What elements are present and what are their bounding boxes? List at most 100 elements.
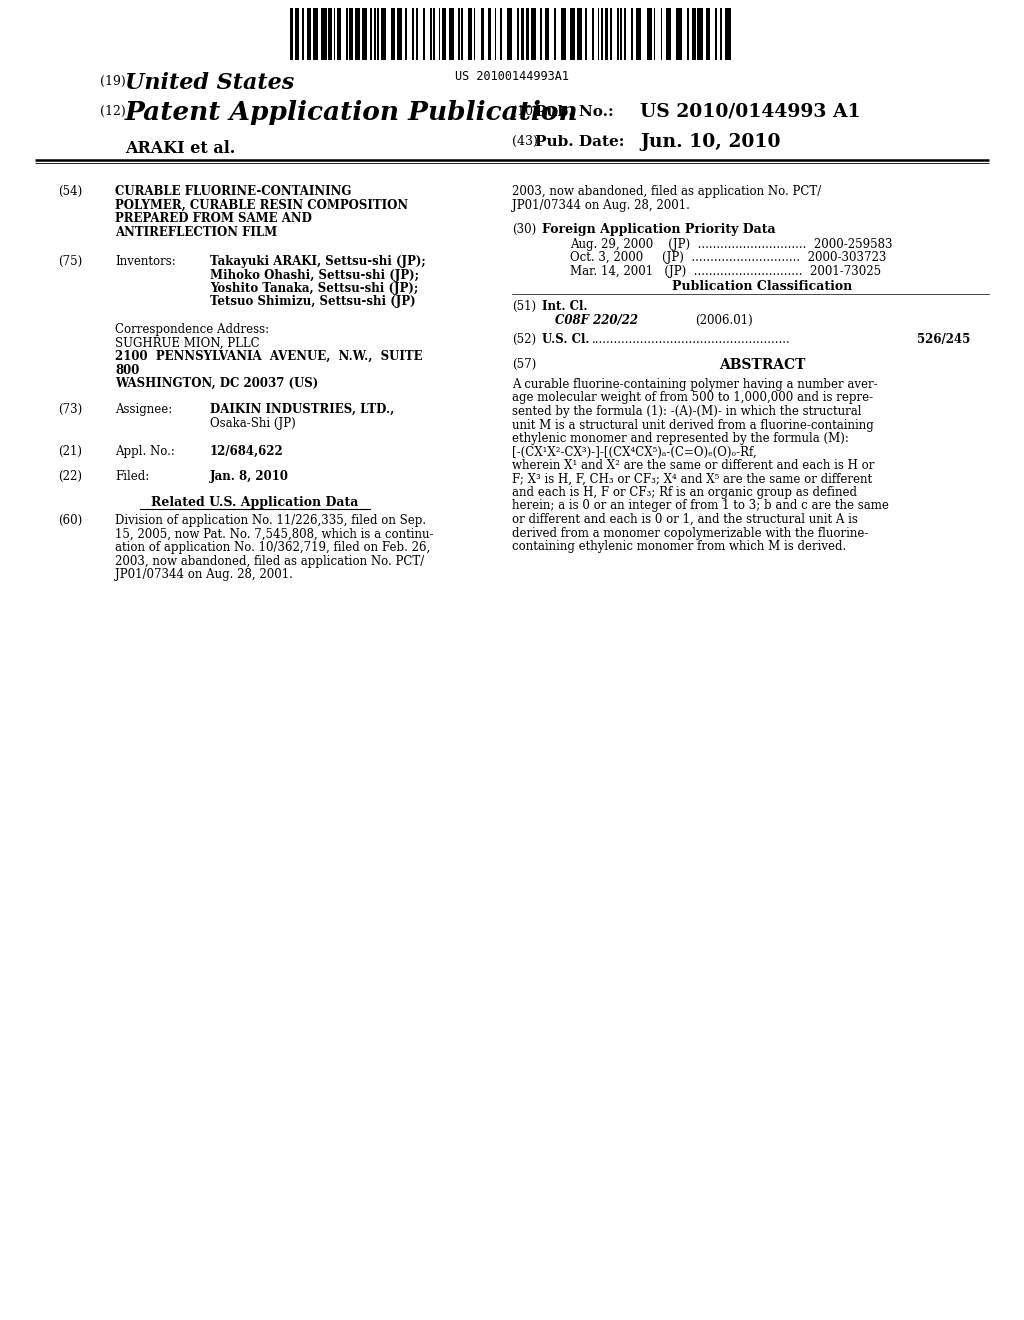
Bar [521, 8, 524, 59]
Text: F; X³ is H, F, CH₃ or CF₃; X⁴ and X⁵ are the same or different: F; X³ is H, F, CH₃ or CF₃; X⁴ and X⁵ are… [512, 473, 872, 486]
Text: (43): (43) [512, 135, 538, 148]
Bar [706, 8, 710, 59]
Text: (54): (54) [58, 185, 82, 198]
Bar [378, 8, 379, 59]
Bar [406, 8, 408, 59]
Bar [531, 8, 537, 59]
Bar [624, 8, 626, 59]
Bar [396, 8, 401, 59]
Text: derived from a monomer copolymerizable with the fluorine-: derived from a monomer copolymerizable w… [512, 527, 868, 540]
Text: 800: 800 [115, 363, 139, 376]
Bar [697, 8, 702, 59]
Text: Osaka-Shi (JP): Osaka-Shi (JP) [210, 417, 296, 429]
Bar [616, 8, 618, 59]
Bar [487, 8, 492, 59]
Bar [413, 8, 414, 59]
Text: Foreign Application Priority Data: Foreign Application Priority Data [542, 223, 775, 236]
Bar [480, 8, 484, 59]
Text: US 20100144993A1: US 20100144993A1 [455, 70, 569, 83]
Text: CURABLE FLUORINE-CONTAINING: CURABLE FLUORINE-CONTAINING [115, 185, 351, 198]
Text: (73): (73) [58, 403, 82, 416]
Text: ation of application No. 10/362,719, filed on Feb. 26,: ation of application No. 10/362,719, fil… [115, 541, 430, 554]
Text: Mihoko Ohashi, Settsu-shi (JP);: Mihoko Ohashi, Settsu-shi (JP); [210, 268, 419, 281]
Bar [715, 8, 717, 59]
Bar [676, 8, 682, 59]
Bar [500, 8, 502, 59]
Text: ARAKI et al.: ARAKI et al. [125, 140, 236, 157]
Bar [381, 8, 386, 59]
Text: 2003, now abandoned, filed as application No. PCT/: 2003, now abandoned, filed as applicatio… [115, 554, 424, 568]
Bar [473, 8, 475, 59]
Text: herein; a is 0 or an integer of from 1 to 3; b and c are the same: herein; a is 0 or an integer of from 1 t… [512, 499, 889, 512]
Text: Aug. 29, 2000    (JP)  .............................  2000-259583: Aug. 29, 2000 (JP) .....................… [570, 238, 893, 251]
Bar [461, 8, 463, 59]
Bar [631, 8, 633, 59]
Text: .....................................................: ........................................… [592, 333, 791, 346]
Text: (2006.01): (2006.01) [695, 314, 753, 327]
Text: JP01/07344 on Aug. 28, 2001.: JP01/07344 on Aug. 28, 2001. [115, 568, 293, 581]
Bar [660, 8, 663, 59]
Text: C08F 220/22: C08F 220/22 [555, 314, 638, 327]
Bar [725, 8, 730, 59]
Bar [374, 8, 376, 59]
Text: Int. Cl.: Int. Cl. [542, 300, 588, 313]
Text: (52): (52) [512, 333, 537, 346]
Text: Filed:: Filed: [115, 470, 150, 483]
Text: (21): (21) [58, 445, 82, 458]
Bar [468, 8, 472, 59]
Text: Jan. 8, 2010: Jan. 8, 2010 [210, 470, 289, 483]
Bar [312, 8, 318, 59]
Bar [666, 8, 671, 59]
Text: sented by the formula (1): -(A)-(M)- in which the structural: sented by the formula (1): -(A)-(M)- in … [512, 405, 861, 418]
Text: Correspondence Address:: Correspondence Address: [115, 323, 269, 337]
Bar [354, 8, 359, 59]
Text: (30): (30) [512, 223, 537, 236]
Text: ANTIREFLECTION FILM: ANTIREFLECTION FILM [115, 226, 278, 239]
Bar [604, 8, 608, 59]
Text: 2003, now abandoned, filed as application No. PCT/: 2003, now abandoned, filed as applicatio… [512, 185, 821, 198]
Text: WASHINGTON, DC 20037 (US): WASHINGTON, DC 20037 (US) [115, 378, 318, 389]
Bar [646, 8, 652, 59]
Text: US 2010/0144993 A1: US 2010/0144993 A1 [640, 103, 860, 121]
Text: unit M is a structural unit derived from a fluorine-containing: unit M is a structural unit derived from… [512, 418, 873, 432]
Text: Division of application No. 11/226,335, filed on Sep.: Division of application No. 11/226,335, … [115, 513, 426, 527]
Text: (51): (51) [512, 300, 537, 313]
Text: (60): (60) [58, 513, 82, 527]
Text: ethylenic monomer and represented by the formula (M):: ethylenic monomer and represented by the… [512, 432, 849, 445]
Bar [610, 8, 611, 59]
Bar [507, 8, 512, 59]
Bar [561, 8, 566, 59]
Bar [302, 8, 304, 59]
Text: Tetsuo Shimizu, Settsu-shi (JP): Tetsuo Shimizu, Settsu-shi (JP) [210, 296, 416, 309]
Bar [569, 8, 574, 59]
Text: U.S. Cl.: U.S. Cl. [542, 333, 590, 346]
Bar [337, 8, 341, 59]
Text: SUGHRUE MION, PLLC: SUGHRUE MION, PLLC [115, 337, 260, 350]
Text: Publication Classification: Publication Classification [672, 280, 852, 293]
Text: A curable fluorine-containing polymer having a number aver-: A curable fluorine-containing polymer ha… [512, 378, 878, 391]
Bar [416, 8, 418, 59]
Bar [598, 8, 599, 59]
Text: Appl. No.:: Appl. No.: [115, 445, 175, 458]
Bar [450, 8, 455, 59]
Text: (19): (19) [100, 75, 126, 88]
Bar [329, 8, 332, 59]
Bar [495, 8, 497, 59]
Text: (22): (22) [58, 470, 82, 483]
Bar [361, 8, 367, 59]
Text: 526/245: 526/245 [916, 333, 970, 346]
Text: (10): (10) [512, 106, 538, 117]
Text: POLYMER, CURABLE RESIN COMPOSITION: POLYMER, CURABLE RESIN COMPOSITION [115, 198, 409, 211]
Text: Pub. Date:: Pub. Date: [535, 135, 625, 149]
Text: Jun. 10, 2010: Jun. 10, 2010 [640, 133, 780, 150]
Bar [423, 8, 425, 59]
Text: ABSTRACT: ABSTRACT [719, 358, 805, 372]
Bar [322, 8, 327, 59]
Bar [636, 8, 641, 59]
Bar [526, 8, 529, 59]
Bar [349, 8, 353, 59]
Bar [593, 8, 594, 59]
Bar [433, 8, 435, 59]
Text: Related U.S. Application Data: Related U.S. Application Data [152, 496, 358, 510]
Text: (12): (12) [100, 106, 126, 117]
